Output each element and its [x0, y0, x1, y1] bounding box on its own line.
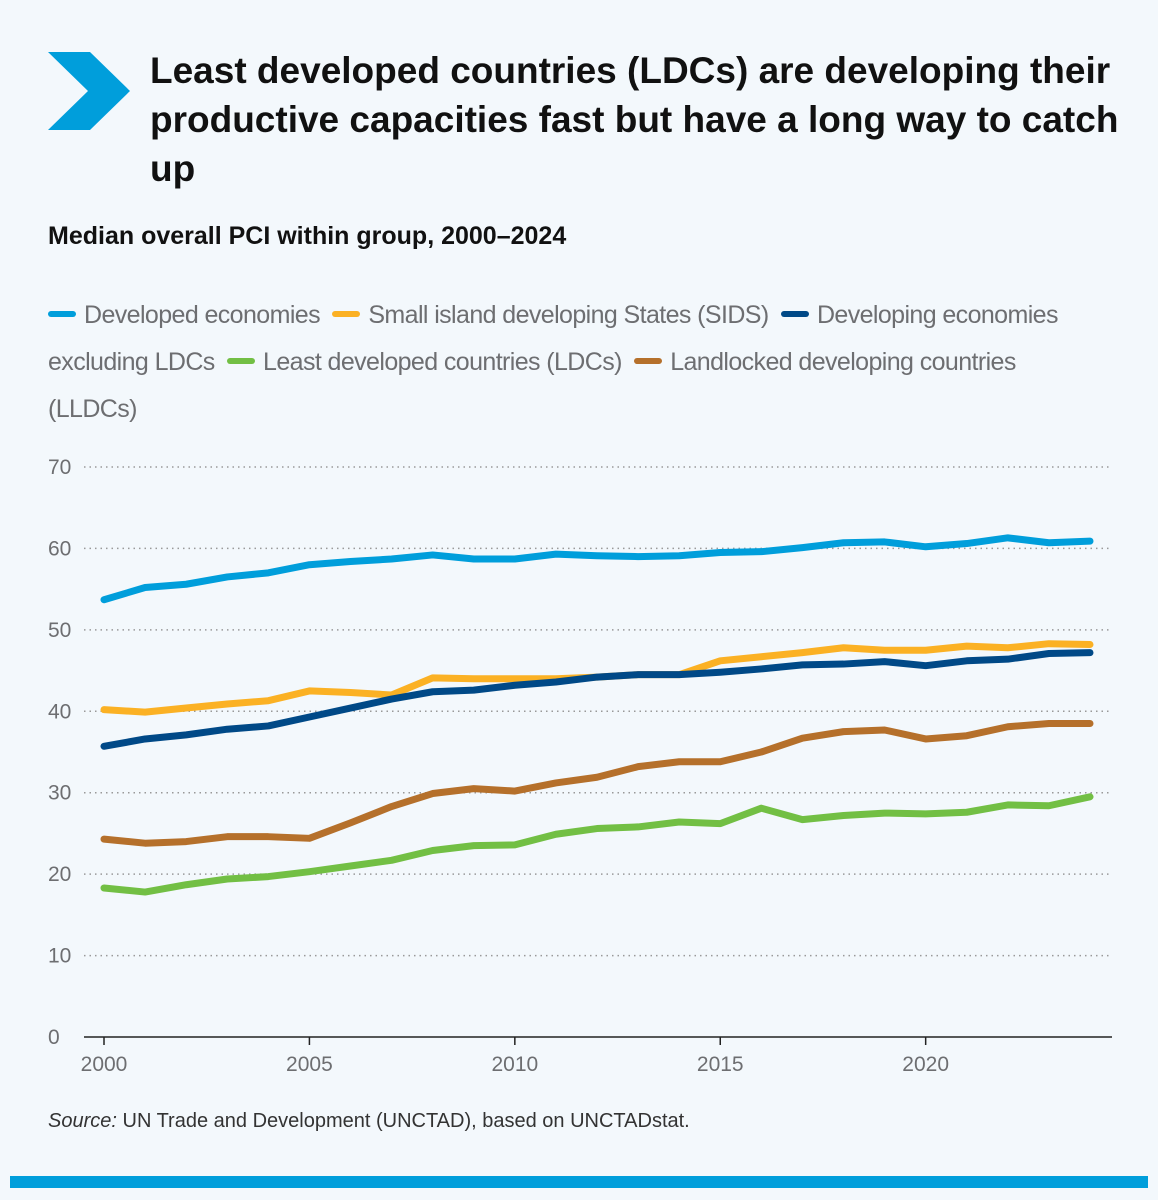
y-tick-label: 70	[48, 456, 71, 479]
legend-swatch	[227, 358, 256, 365]
y-tick-label: 50	[48, 619, 71, 642]
y-tick-label: 30	[48, 782, 71, 805]
series-line-developed-economies	[100, 534, 1094, 604]
legend-label: Landlocked developing countries (LLDCs)	[48, 348, 1016, 423]
chevron-logo-icon	[48, 52, 130, 130]
legend-item: Small island developing States (SIDS)	[332, 301, 769, 329]
chart-subtitle: Median overall PCI within group, 2000–20…	[48, 222, 567, 250]
source-text: UN Trade and Development (UNCTAD), based…	[116, 1110, 690, 1132]
legend-label: Developed economies	[84, 301, 321, 329]
legend-swatch	[48, 311, 76, 318]
y-tick-label: 10	[48, 945, 71, 968]
legend-label: Small island developing States (SIDS)	[368, 301, 769, 329]
source-label: Source:	[48, 1110, 117, 1132]
x-tick-label: 2015	[697, 1053, 744, 1076]
series-line-landlocked-developing-countries-lldcs	[100, 720, 1094, 847]
legend-item: Landlocked developing countries (LLDCs)	[48, 348, 1016, 423]
legend-swatch	[780, 311, 809, 318]
x-tick-label: 2010	[491, 1053, 538, 1076]
source-note: Source: UN Trade and Development (UNCTAD…	[48, 1110, 690, 1133]
series-line-developing-economies-excluding-ldcs	[100, 649, 1094, 750]
legend-swatch	[634, 358, 663, 365]
y-tick-label: 60	[48, 537, 71, 560]
series-line-least-developed-countries-ldcs	[100, 793, 1094, 896]
legend-item: Least developed countries (LDCs)	[227, 348, 622, 376]
x-tick-label: 2020	[902, 1053, 949, 1076]
x-tick-label: 2000	[81, 1053, 128, 1076]
legend-label: Developing economies excluding LDCs	[48, 301, 1058, 376]
legend-swatch	[332, 311, 361, 318]
y-tick-label: 0	[48, 1026, 60, 1049]
y-tick-label: 40	[48, 700, 71, 723]
legend-label: Least developed countries (LDCs)	[263, 348, 622, 376]
page-title: Least developed countries (LDCs) are dev…	[150, 50, 1119, 189]
bottom-accent-bar	[10, 1176, 1148, 1188]
x-tick-label: 2005	[286, 1053, 333, 1076]
y-tick-label: 20	[48, 863, 71, 886]
legend-item: Developing economies excluding LDCs	[48, 301, 1058, 376]
legend-item: Developed economies	[48, 301, 321, 329]
line-chart: 0 10 20 30 40 50 60 70 2000 2005 2010 2015 2020	[48, 456, 1112, 1076]
legend: Developed economies Small island develop…	[48, 292, 1088, 433]
